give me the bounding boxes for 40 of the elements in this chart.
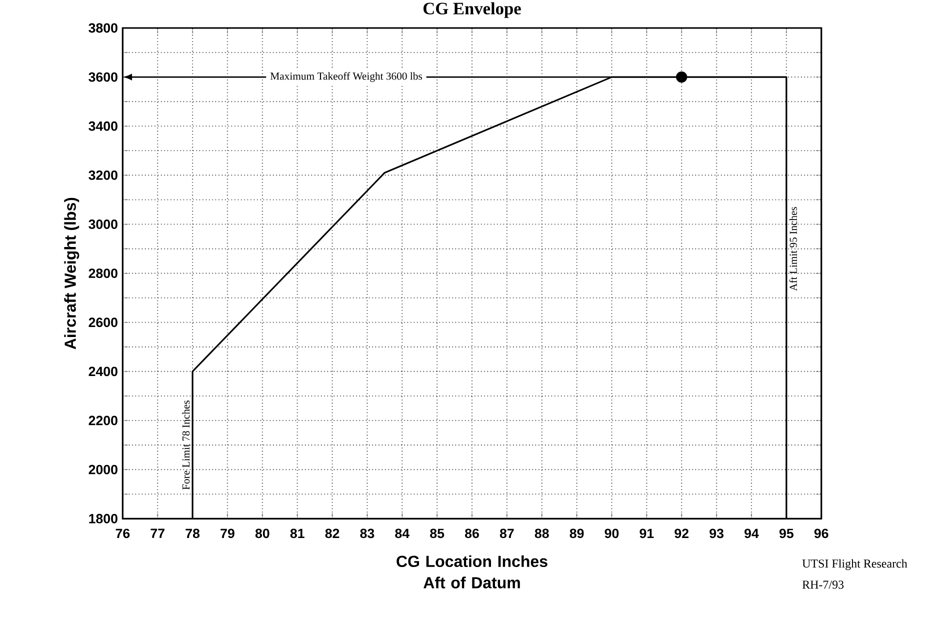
x-tick-label: 83 (360, 528, 374, 538)
x-tick-label: 80 (255, 528, 270, 538)
y-tick-label: 3800 (88, 23, 118, 33)
y-tick-label: 2200 (88, 416, 118, 426)
x-tick-label: 88 (534, 528, 549, 538)
x-tick-label: 87 (500, 528, 514, 538)
text: RH-7/93 (802, 580, 844, 589)
y-tick-label: 2000 (88, 464, 118, 474)
y-tick-label: 3200 (88, 170, 118, 180)
ref-line-label: Maximum Takeoff Weight 3600 lbs (270, 72, 422, 82)
x-tick-label: 78 (186, 528, 200, 538)
annotation: Fore Limit 78 Inches (182, 400, 190, 490)
text: UTSI Flight Research (802, 559, 908, 570)
x-tick-label: 86 (465, 528, 479, 538)
x-tick-label: 81 (290, 528, 304, 538)
x-tick-label: 92 (674, 528, 688, 538)
y-tick-label: 2600 (88, 318, 118, 328)
y-tick-label: 1800 (89, 514, 118, 524)
y-tick-label: 3600 (88, 72, 118, 82)
y-tick-label: 2800 (88, 268, 118, 278)
x-tick-label: 93 (710, 528, 724, 538)
x-axis-title: CG Location Inches Aft of Datum (396, 555, 548, 588)
x-tick-label: 82 (325, 528, 340, 538)
x-tick-label: 95 (779, 528, 794, 538)
x-tick-label: 94 (744, 528, 759, 538)
x-tick-label: 89 (570, 528, 584, 538)
annotation: Aft Limit 95 Inches (789, 206, 797, 291)
chart-title: CG Envelope (423, 2, 521, 18)
y-tick-label: 3000 (88, 220, 118, 229)
x-tick-label: 91 (640, 528, 654, 538)
x-tick-label: 77 (150, 528, 164, 538)
y-tick-label: 3400 (88, 121, 118, 131)
x-tick-label: 96 (814, 528, 828, 538)
x-tick-label: 76 (116, 528, 130, 538)
x-tick-label: 85 (430, 528, 444, 538)
y-axis-title: Aircraft Weight (lbs) (64, 198, 80, 350)
x-tick-label: 79 (220, 528, 234, 538)
x-tick-label: 84 (395, 528, 410, 538)
x-tick-label: 90 (604, 528, 619, 538)
y-tick-label: 2400 (88, 366, 118, 376)
